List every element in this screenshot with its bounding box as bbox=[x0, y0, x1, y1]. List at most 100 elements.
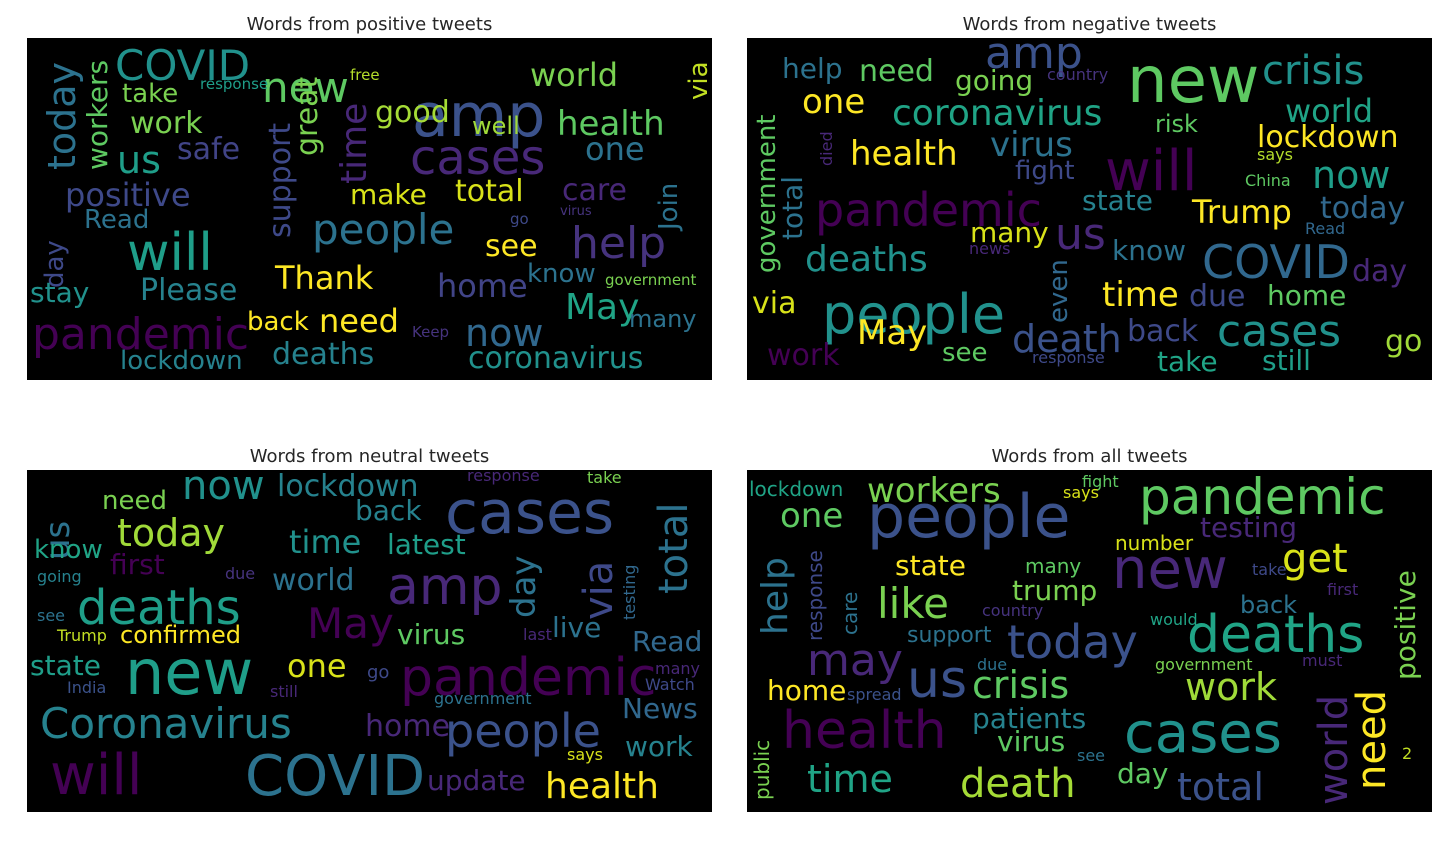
word-work: work bbox=[130, 106, 203, 141]
panel-title-negative: Words from negative tweets bbox=[962, 14, 1217, 35]
word-may: May bbox=[307, 599, 394, 648]
word-deaths: deaths bbox=[272, 337, 374, 372]
word-pandemic: pandemic bbox=[815, 183, 1042, 237]
word-crisis: crisis bbox=[972, 663, 1069, 707]
word-due: due bbox=[977, 655, 1007, 674]
word-coronavirus: Coronavirus bbox=[40, 699, 292, 748]
word-take: take bbox=[1252, 560, 1287, 579]
word-people: people bbox=[312, 205, 454, 254]
word-health: health bbox=[557, 104, 665, 144]
word-safe: safe bbox=[177, 132, 240, 167]
word-testing: testing bbox=[1200, 511, 1297, 544]
word-confirmed: confirmed bbox=[120, 621, 241, 649]
word-positive: positive bbox=[1389, 570, 1422, 680]
word-day: day bbox=[1352, 254, 1407, 289]
word-amp: amp bbox=[412, 81, 545, 151]
word-lockdown: lockdown bbox=[277, 470, 419, 504]
word-today: today bbox=[40, 62, 84, 170]
word-government: government bbox=[605, 271, 697, 289]
word-people: people bbox=[867, 482, 1070, 552]
word-now: now bbox=[1312, 153, 1390, 197]
word-going: going bbox=[37, 567, 82, 586]
word-care: care bbox=[838, 592, 862, 635]
word-news: news bbox=[969, 239, 1010, 258]
word-stay: stay bbox=[30, 276, 89, 309]
word-number: number bbox=[1115, 531, 1194, 555]
word-state: state bbox=[895, 549, 966, 582]
word-trump: trump bbox=[1012, 574, 1097, 607]
word-like: like bbox=[877, 579, 949, 628]
word-amp: amp bbox=[985, 38, 1083, 79]
word-crisis: crisis bbox=[1262, 48, 1364, 94]
word-new: new bbox=[125, 636, 253, 709]
word-see: see bbox=[485, 229, 538, 264]
word-day: day bbox=[1117, 757, 1169, 790]
word-workers: workers bbox=[867, 471, 1001, 511]
word-amp: amp bbox=[387, 557, 503, 617]
word-may: May bbox=[565, 287, 639, 328]
word-need: need bbox=[1349, 690, 1395, 790]
word-will: will bbox=[50, 743, 142, 808]
word-covid: COVID bbox=[245, 744, 425, 809]
word-day: day bbox=[40, 240, 70, 288]
word-time: time bbox=[807, 757, 893, 801]
panel-title-neutral: Words from neutral tweets bbox=[249, 446, 490, 467]
word-back: back bbox=[1240, 591, 1297, 619]
word-latest: latest bbox=[387, 528, 466, 561]
word-one: one bbox=[287, 647, 347, 685]
word-response: response bbox=[1032, 348, 1105, 367]
word-go: go bbox=[1385, 324, 1422, 359]
word-see: see bbox=[942, 338, 988, 368]
wordcloud-negative-svg: new amp crisis help need going country governme… bbox=[752, 38, 1422, 378]
word-read: Read bbox=[632, 625, 702, 658]
word-virus: virus bbox=[560, 204, 592, 219]
word-coronavirus: coronavirus bbox=[468, 341, 643, 376]
panel-title-all: Words from all tweets bbox=[991, 446, 1188, 467]
word-died: died bbox=[817, 131, 836, 166]
word-first: first bbox=[110, 548, 165, 581]
word-home: home bbox=[365, 709, 450, 744]
word-us: us bbox=[907, 650, 967, 710]
word-time: time bbox=[1102, 275, 1179, 315]
word-join: Join bbox=[654, 183, 684, 232]
word-workers: workers bbox=[81, 60, 114, 170]
word-via: via bbox=[576, 561, 622, 620]
word-many: many bbox=[1025, 554, 1081, 578]
word-back: back bbox=[247, 307, 309, 337]
word-take: take bbox=[122, 79, 178, 109]
word-health: health bbox=[850, 134, 958, 174]
word-today: today bbox=[1007, 615, 1138, 669]
word-new: new bbox=[1127, 44, 1259, 118]
word-government: government bbox=[752, 114, 782, 273]
word-cases: cases bbox=[1124, 701, 1282, 766]
word-need: need bbox=[859, 54, 934, 89]
word-even: even bbox=[1044, 259, 1074, 323]
word-may: may bbox=[807, 635, 903, 686]
word-positive: positive bbox=[65, 176, 191, 214]
word-covid: COVID bbox=[1202, 235, 1350, 289]
word-lockdown: lockdown bbox=[120, 346, 243, 376]
word-says: says bbox=[1257, 145, 1293, 164]
word-will: will bbox=[1105, 139, 1197, 204]
word-china: China bbox=[1245, 171, 1291, 190]
word-cases: cases bbox=[410, 130, 545, 186]
word-via: via bbox=[684, 61, 712, 100]
word-today: today bbox=[1320, 191, 1405, 226]
word-one: one bbox=[802, 82, 865, 122]
word-back: back bbox=[1127, 314, 1199, 349]
word-work: work bbox=[625, 730, 694, 763]
word-work: work bbox=[767, 338, 840, 373]
panel-title-positive: Words from positive tweets bbox=[246, 14, 493, 35]
word-well: well bbox=[472, 112, 520, 140]
wordcloud-negative: new amp crisis help need going country governme… bbox=[747, 38, 1432, 380]
word-india: India bbox=[67, 678, 106, 697]
word-many: many bbox=[970, 216, 1049, 249]
word-response: response bbox=[200, 75, 268, 93]
word-know: know bbox=[1112, 234, 1186, 267]
word-spread: spread bbox=[847, 685, 902, 704]
word-great: great bbox=[290, 76, 325, 156]
word-people: people bbox=[445, 704, 601, 758]
word-news: News bbox=[622, 692, 698, 725]
word-government: government bbox=[434, 689, 532, 708]
